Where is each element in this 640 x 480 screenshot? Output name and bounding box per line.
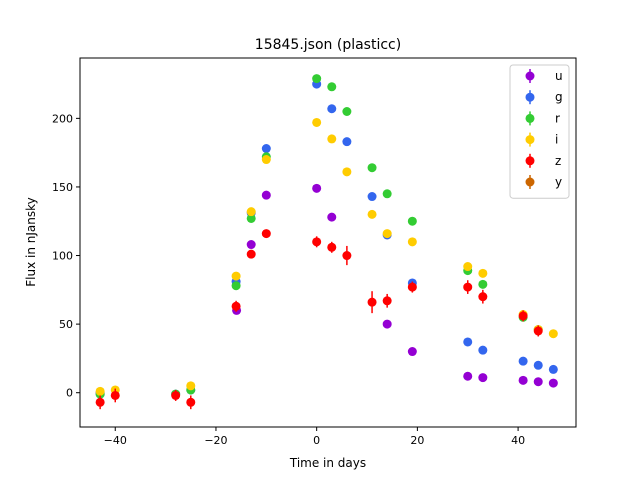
data-point-i [342, 167, 352, 177]
data-point-g [342, 137, 352, 147]
data-point-z [110, 390, 120, 400]
data-point-u [312, 183, 322, 193]
legend-marker-r [525, 113, 535, 123]
data-point-z [261, 229, 271, 239]
data-point-z [327, 242, 337, 252]
data-point-u [478, 373, 488, 383]
y-tick-label: 100 [52, 250, 73, 263]
y-tick-label: 200 [52, 112, 73, 125]
data-point-r [231, 281, 241, 291]
x-tick-label: −40 [104, 434, 127, 447]
data-point-u [407, 347, 417, 357]
data-point-g [548, 364, 558, 374]
data-point-u [246, 240, 256, 250]
data-point-z [171, 390, 181, 400]
data-point-z [231, 301, 241, 311]
data-point-r [246, 213, 256, 223]
legend-marker-u [525, 71, 535, 81]
data-point-z [463, 282, 473, 292]
data-point-i [367, 209, 377, 219]
data-point-i [478, 268, 488, 278]
data-point-i [382, 229, 392, 239]
data-point-z [382, 296, 392, 306]
y-tick-label: 50 [59, 318, 73, 331]
data-point-r [312, 74, 322, 84]
data-point-r [382, 189, 392, 199]
legend-box [509, 64, 570, 199]
data-point-u [261, 190, 271, 200]
data-point-g [533, 360, 543, 370]
series-z [95, 229, 543, 410]
data-point-i [548, 329, 558, 339]
data-point-g [367, 192, 377, 202]
data-point-i [95, 386, 105, 396]
data-point-i [261, 155, 271, 165]
legend-marker-z [525, 156, 535, 166]
data-point-i [407, 237, 417, 247]
data-point-i [327, 134, 337, 144]
y-axis-label: Flux in nJansky [24, 197, 38, 287]
data-point-u [463, 371, 473, 381]
data-point-i [312, 117, 322, 127]
chart-title: 15845.json (plasticc) [255, 37, 401, 53]
data-point-z [246, 249, 256, 259]
data-point-u [382, 319, 392, 329]
x-tick-label: 40 [511, 434, 525, 447]
data-point-g [478, 345, 488, 355]
x-tick-label: −20 [204, 434, 227, 447]
data-point-r [342, 106, 352, 116]
legend-marker-i [525, 135, 535, 145]
x-axis-label: Time in days [289, 456, 366, 470]
data-point-z [478, 292, 488, 302]
data-point-r [327, 82, 337, 92]
data-point-g [327, 104, 337, 114]
data-point-z [367, 297, 377, 307]
legend-label-g: g [555, 90, 563, 104]
data-point-i [186, 381, 196, 391]
axes-frame [79, 57, 577, 428]
data-point-z [312, 237, 322, 247]
legend-marker-g [525, 92, 535, 102]
series-i [95, 117, 558, 396]
legend-label-y: y [555, 175, 562, 189]
data-point-i [231, 271, 241, 281]
data-point-i [463, 262, 473, 272]
data-point-r [367, 163, 377, 173]
data-point-z [533, 326, 543, 336]
data-point-z [407, 282, 417, 292]
data-point-z [186, 397, 196, 407]
data-point-g [261, 144, 271, 154]
data-point-u [327, 212, 337, 222]
legend-label-i: i [555, 133, 558, 147]
data-point-r [478, 279, 488, 289]
data-point-g [463, 337, 473, 347]
legend-label-u: u [555, 69, 563, 83]
legend-label-z: z [555, 154, 561, 168]
y-tick-label: 150 [52, 181, 73, 194]
legend-marker-y [525, 177, 535, 187]
x-tick-label: 20 [410, 434, 424, 447]
data-point-i [246, 207, 256, 217]
data-point-z [518, 311, 528, 321]
data-point-z [342, 251, 352, 261]
data-point-u [533, 377, 543, 387]
x-tick-label: 0 [313, 434, 320, 447]
legend-label-r: r [555, 111, 560, 125]
data-point-u [548, 378, 558, 388]
plot-area [95, 74, 558, 410]
data-point-r [407, 216, 417, 226]
y-tick-label: 0 [66, 387, 73, 400]
data-point-g [518, 356, 528, 366]
data-point-z [95, 397, 105, 407]
data-point-u [518, 375, 528, 385]
